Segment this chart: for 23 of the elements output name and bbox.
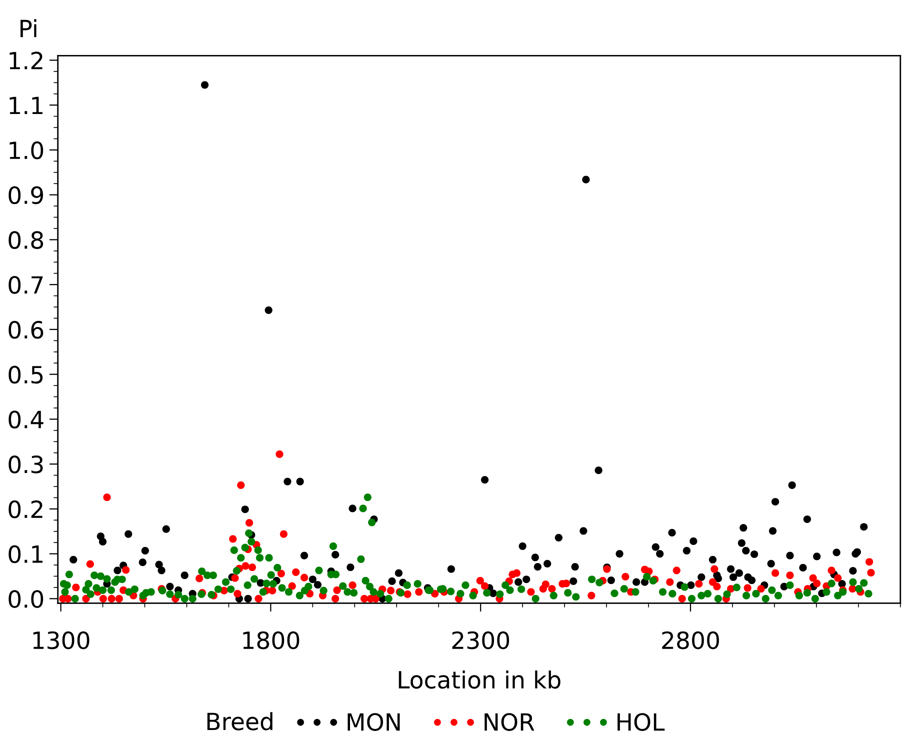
legend-title: Breed — [207, 712, 272, 730]
x-axis-title: Location in kb — [398, 670, 560, 689]
y-tick-label: 0.0 — [8, 590, 44, 608]
y-tick-label: 0.9 — [8, 186, 43, 204]
y-tick-label: 1.0 — [10, 141, 44, 160]
y-tick-label: 1.1 — [10, 96, 42, 114]
y-tick-label: 0.4 — [8, 410, 44, 428]
legend-label: MON — [348, 713, 400, 731]
y-tick-label: 0.5 — [8, 366, 43, 384]
y-tick-label: 0.2 — [8, 500, 42, 518]
y-tick-label: 1.2 — [10, 52, 42, 70]
x-tick-label: 2800 — [662, 631, 719, 650]
x-tick-label: 2300 — [452, 631, 510, 650]
x-tick-label: 1800 — [243, 631, 300, 650]
y-tick-label: 0.1 — [8, 545, 42, 564]
y-tick-label: 0.7 — [8, 276, 43, 294]
y-tick-label: 0.8 — [8, 231, 44, 249]
y-tick-label: 0.6 — [8, 320, 44, 339]
x-tick-label: 1300 — [33, 631, 90, 650]
legend-label: NOR — [484, 713, 534, 731]
y-tick-label: 0.3 — [8, 456, 43, 474]
y-axis-title: Pi — [20, 19, 36, 38]
legend-label: HOL — [618, 713, 665, 731]
